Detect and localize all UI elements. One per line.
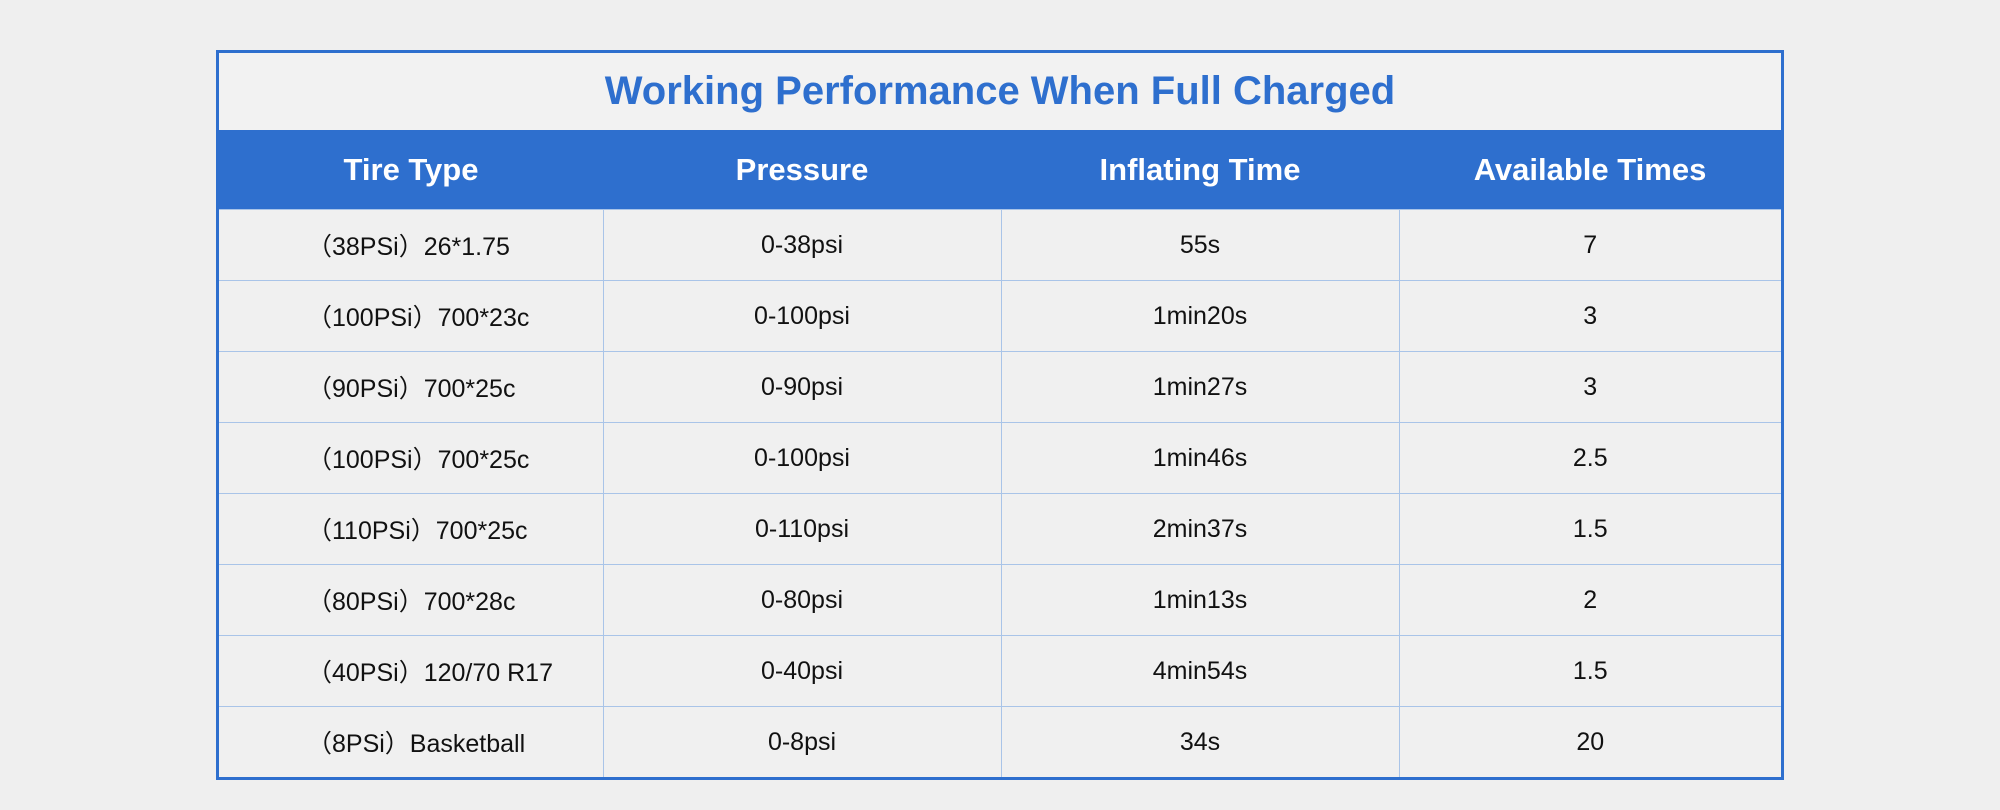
table-cell: （38PSi）26*1.75: [219, 209, 604, 281]
table-cell: 0-100psi: [602, 280, 1002, 352]
table-cell: （100PSi）700*23c: [219, 280, 604, 352]
header-cell: Pressure: [603, 130, 1001, 210]
table-body: （38PSi）26*1.75 0-38psi 55s 7 （100PSi）700*23c…: [219, 209, 1781, 777]
table-cell: （40PSi）120/70 R17: [219, 635, 604, 707]
table-row: （100PSi）700*23c 0-100psi 1min20s 3: [219, 280, 1781, 352]
table-row: （8PSi）Basketball 0-8psi 34s 20: [219, 706, 1781, 777]
table-row: （40PSi）120/70 R17 0-40psi 4min54s 1.5: [219, 635, 1781, 707]
table-cell: 3: [1398, 351, 1781, 423]
table-cell: 0-38psi: [602, 209, 1002, 281]
header-cell: Available Times: [1399, 130, 1781, 210]
table-cell: 7: [1398, 209, 1781, 281]
table-row: （80PSi）700*28c 0-80psi 1min13s 2: [219, 564, 1781, 636]
table-cell: 2.5: [1398, 422, 1781, 494]
table-cell: 0-8psi: [602, 706, 1002, 777]
table-cell: 4min54s: [1000, 635, 1400, 707]
performance-table: Working Performance When Full Charged Ti…: [216, 50, 1784, 780]
table-cell: 0-110psi: [602, 493, 1002, 565]
table-row: （110PSi）700*25c 0-110psi 2min37s 1.5: [219, 493, 1781, 565]
table-cell: 3: [1398, 280, 1781, 352]
table-cell: 1min27s: [1000, 351, 1400, 423]
table-cell: （80PSi）700*28c: [219, 564, 604, 636]
table-cell: 1.5: [1398, 635, 1781, 707]
table-cell: （8PSi）Basketball: [219, 706, 604, 777]
table-cell: 0-100psi: [602, 422, 1002, 494]
table-cell: 1min20s: [1000, 280, 1400, 352]
table-cell: （100PSi）700*25c: [219, 422, 604, 494]
table-cell: 1.5: [1398, 493, 1781, 565]
table-cell: 1min46s: [1000, 422, 1400, 494]
table-cell: 2: [1398, 564, 1781, 636]
header-row: Tire Type Pressure Inflating Time Available…: [219, 130, 1781, 210]
table-cell: 34s: [1000, 706, 1400, 777]
table: Tire Type Pressure Inflating Time Available…: [219, 130, 1781, 777]
header-cell: Inflating Time: [1001, 130, 1399, 210]
table-cell: 0-90psi: [602, 351, 1002, 423]
table-row: （90PSi）700*25c 0-90psi 1min27s 3: [219, 351, 1781, 423]
table-cell: （90PSi）700*25c: [219, 351, 604, 423]
table-cell: 2min37s: [1000, 493, 1400, 565]
table-cell: 0-40psi: [602, 635, 1002, 707]
table-cell: 0-80psi: [602, 564, 1002, 636]
table-cell: （110PSi）700*25c: [219, 493, 604, 565]
table-cell: 20: [1398, 706, 1781, 777]
table-cell: 55s: [1000, 209, 1400, 281]
table-title: Working Performance When Full Charged: [219, 53, 1781, 130]
table-row: （38PSi）26*1.75 0-38psi 55s 7: [219, 209, 1781, 281]
table-row: （100PSi）700*25c 0-100psi 1min46s 2.5: [219, 422, 1781, 494]
table-cell: 1min13s: [1000, 564, 1400, 636]
header-cell: Tire Type: [219, 130, 603, 210]
